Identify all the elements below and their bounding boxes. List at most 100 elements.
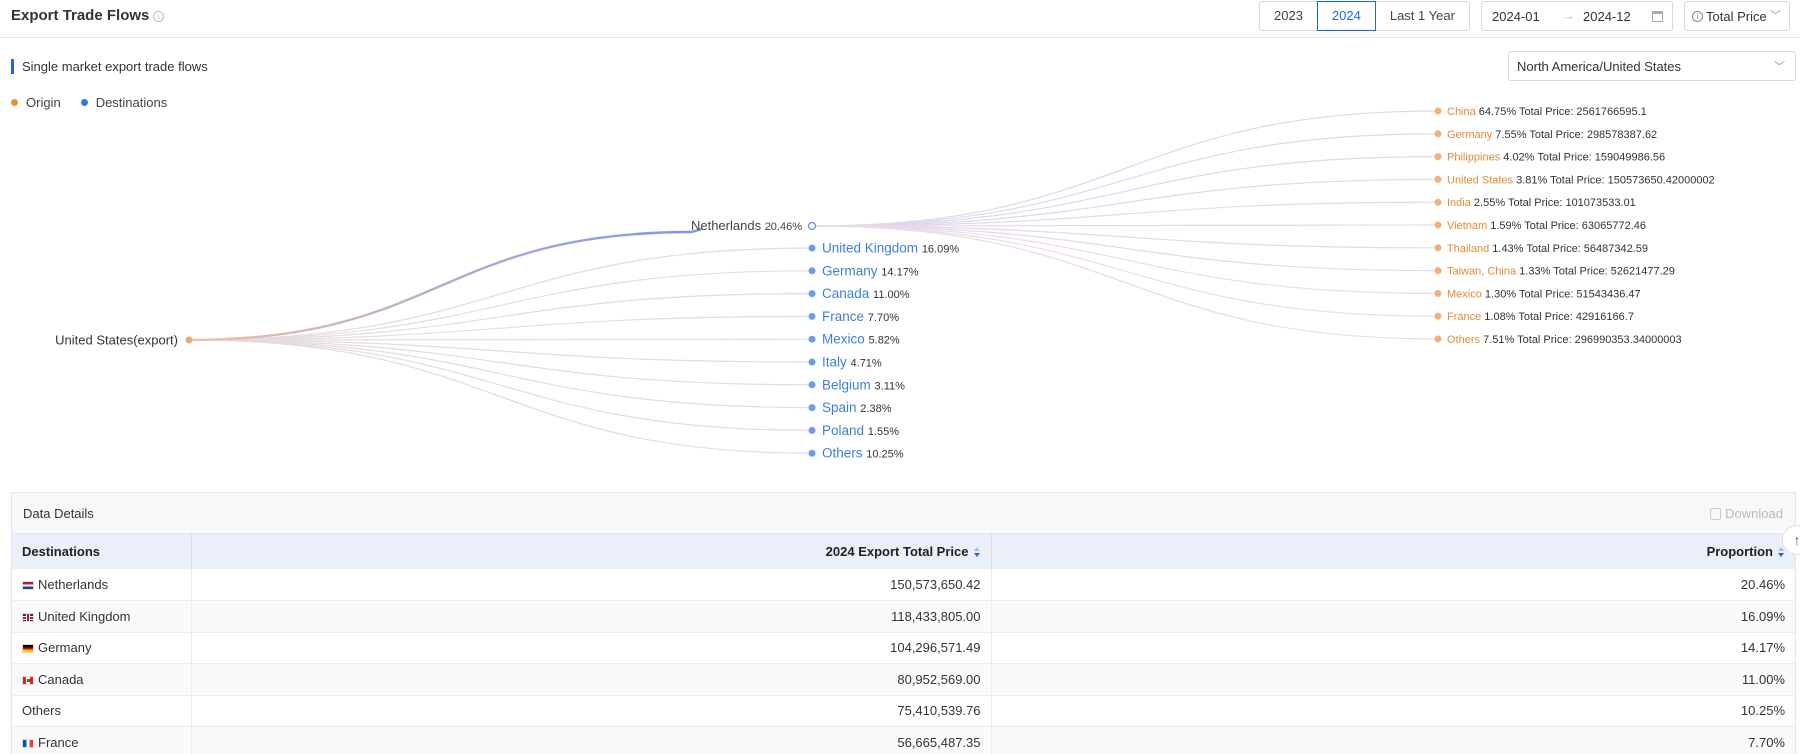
cell-destination: France bbox=[12, 726, 192, 754]
date-from[interactable]: 2024-01 bbox=[1492, 9, 1540, 24]
cell-total-price: 56,665,487.35 bbox=[191, 726, 992, 754]
source-node[interactable] bbox=[1434, 198, 1442, 206]
source-node[interactable] bbox=[1434, 130, 1442, 138]
year-button-2024[interactable]: 2024 bbox=[1316, 1, 1376, 31]
destination-name: Germany bbox=[822, 263, 881, 278]
sort-icon[interactable] bbox=[1778, 547, 1785, 557]
destination-node[interactable] bbox=[808, 358, 816, 366]
year-button-2023[interactable]: 2023 bbox=[1259, 1, 1318, 31]
flow-link bbox=[188, 293, 813, 341]
cell-destination: Netherlands bbox=[12, 569, 192, 601]
data-details-table: Destinations 2024 Export Total Price Pro… bbox=[12, 534, 1795, 754]
origin-node[interactable] bbox=[185, 336, 193, 344]
flow-link bbox=[188, 247, 813, 341]
destination-node[interactable] bbox=[808, 312, 816, 320]
legend-destinations-label: Destinations bbox=[95, 95, 168, 110]
table-row[interactable]: France 56,665,487.35 7.70% bbox=[12, 726, 1795, 754]
cell-proportion: 14.17% bbox=[991, 632, 1795, 664]
flow-link-hub-end bbox=[691, 227, 703, 234]
flow-link bbox=[811, 224, 1439, 227]
destination-pct: 5.82% bbox=[869, 335, 900, 347]
metric-select-value: Total Price bbox=[1706, 9, 1767, 24]
metric-select[interactable]: i Total Price ﹀ bbox=[1684, 1, 1790, 31]
source-price: Total Price: 2561766595.1 bbox=[1519, 106, 1647, 118]
destination-label: Spain 2.38% bbox=[822, 400, 892, 415]
destination-pct: 11.00% bbox=[873, 289, 910, 301]
source-pct: 7.51% bbox=[1483, 334, 1517, 346]
destination-name: Italy bbox=[822, 355, 851, 370]
destination-node[interactable] bbox=[808, 290, 816, 298]
source-node[interactable] bbox=[1434, 107, 1442, 115]
date-to[interactable]: 2024-12 bbox=[1583, 9, 1631, 24]
flow-link bbox=[811, 225, 1439, 340]
chevron-down-icon: ﹀ bbox=[1770, 10, 1781, 22]
source-node[interactable] bbox=[1434, 244, 1442, 252]
source-node[interactable] bbox=[1434, 153, 1442, 161]
sort-icon[interactable] bbox=[973, 547, 981, 557]
destination-name: Spain bbox=[822, 400, 860, 415]
hub-name: Netherlands bbox=[691, 218, 765, 233]
section-subtitle: Single market export trade flows bbox=[11, 59, 208, 74]
page-header: Export Trade Flows i 2023 2024 Last 1 Yea… bbox=[0, 0, 1800, 38]
destination-node[interactable] bbox=[808, 335, 816, 343]
download-button[interactable]: Download bbox=[1710, 506, 1783, 521]
source-name: Vietnam bbox=[1447, 220, 1490, 232]
source-pct: 1.33% bbox=[1519, 266, 1553, 278]
table-row[interactable]: Germany 104,296,571.49 14.17% bbox=[12, 632, 1795, 664]
market-select[interactable]: North America/United States ﹀ bbox=[1508, 51, 1796, 81]
column-export-total-price[interactable]: 2024 Export Total Price bbox=[191, 534, 992, 569]
destination-dot-icon bbox=[80, 99, 88, 106]
flag-ca-icon bbox=[22, 675, 34, 685]
source-pct: 4.02% bbox=[1503, 152, 1537, 164]
column-export-total-price-label: 2024 Export Total Price bbox=[825, 544, 969, 559]
destination-node[interactable] bbox=[808, 426, 816, 434]
year-selector: 2023 2024 Last 1 Year bbox=[1259, 1, 1470, 31]
year-button-last-1-year[interactable]: Last 1 Year bbox=[1374, 1, 1470, 31]
destination-node[interactable] bbox=[808, 449, 816, 457]
destination-node[interactable] bbox=[808, 267, 816, 275]
flow-link bbox=[188, 339, 813, 454]
table-row[interactable]: United Kingdom 118,433,805.00 16.09% bbox=[12, 600, 1795, 633]
destination-pct: 4.71% bbox=[851, 358, 882, 370]
source-pct: 1.43% bbox=[1492, 243, 1526, 255]
source-node[interactable] bbox=[1434, 175, 1442, 183]
legend-destinations[interactable]: Destinations bbox=[80, 95, 168, 110]
destination-name: France bbox=[822, 309, 868, 324]
table-row[interactable]: Canada 80,952,569.00 11.00% bbox=[12, 663, 1795, 696]
date-range-picker[interactable]: 2024-01 → 2024-12 bbox=[1481, 1, 1673, 31]
info-icon[interactable]: i bbox=[153, 11, 165, 22]
cell-destination: Canada bbox=[12, 663, 192, 696]
page-title: Export Trade Flows i bbox=[11, 7, 165, 24]
source-node[interactable] bbox=[1434, 221, 1442, 229]
source-pct: 1.30% bbox=[1485, 288, 1519, 300]
source-node[interactable] bbox=[1434, 335, 1442, 343]
flow-link bbox=[188, 339, 813, 386]
source-label: Germany 7.55% Total Price: 298578387.62 bbox=[1447, 129, 1657, 141]
table-row[interactable]: Netherlands 150,573,650.42 20.46% bbox=[12, 569, 1795, 601]
cell-proportion: 16.09% bbox=[991, 600, 1795, 633]
destination-name: Mexico bbox=[822, 332, 869, 347]
destination-node[interactable] bbox=[808, 381, 816, 389]
destination-node[interactable] bbox=[808, 404, 816, 412]
source-price: Total Price: 101073533.01 bbox=[1508, 197, 1636, 209]
trade-flow-diagram: United States(export) Netherlands 20.46% U… bbox=[55, 106, 1715, 461]
source-price: Total Price: 298578387.62 bbox=[1529, 129, 1657, 141]
hub-label: Netherlands 20.46% bbox=[691, 218, 802, 233]
source-name: Mexico bbox=[1447, 288, 1485, 300]
column-proportion[interactable]: Proportion bbox=[991, 534, 1795, 569]
source-node[interactable] bbox=[1434, 312, 1442, 320]
source-label: France 1.08% Total Price: 42916166.7 bbox=[1447, 311, 1634, 323]
hub-node[interactable] bbox=[807, 221, 817, 231]
cell-destination: Germany bbox=[12, 632, 192, 664]
column-destinations-label: Destinations bbox=[22, 544, 101, 559]
source-node[interactable] bbox=[1434, 267, 1442, 275]
flow-link bbox=[811, 201, 1439, 227]
cell-total-price: 150,573,650.42 bbox=[191, 569, 992, 601]
destination-node[interactable] bbox=[808, 244, 816, 252]
legend-origin[interactable]: Origin bbox=[11, 95, 61, 110]
table-row[interactable]: Others 75,410,539.76 10.25% bbox=[12, 695, 1795, 727]
source-node[interactable] bbox=[1434, 289, 1442, 297]
source-name: Philippines bbox=[1447, 152, 1503, 164]
cell-total-price: 118,433,805.00 bbox=[191, 600, 992, 633]
cell-destination: United Kingdom bbox=[12, 600, 192, 633]
